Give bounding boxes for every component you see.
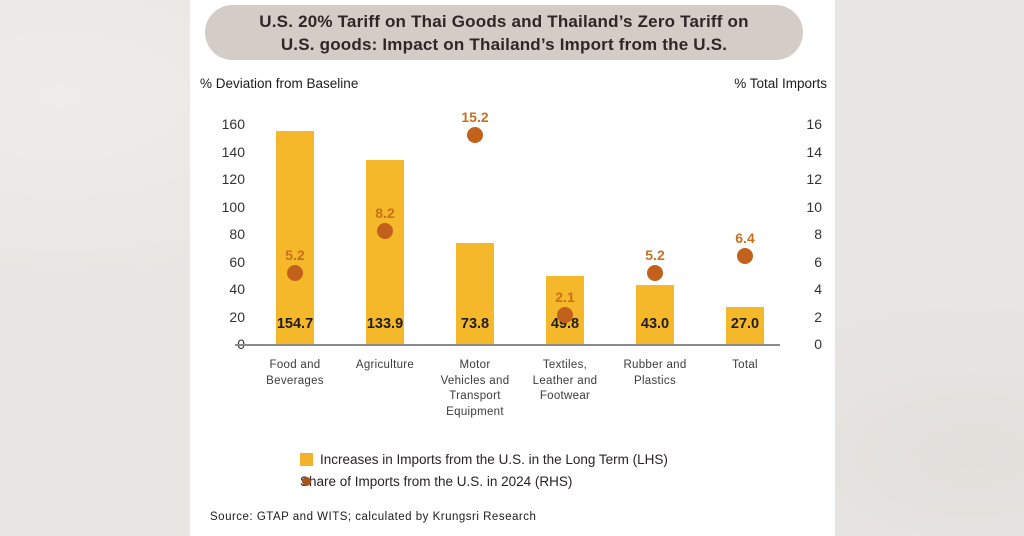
chart-title: U.S. 20% Tariff on Thai Goods and Thaila…	[205, 5, 803, 60]
right-axis-tick-12: 12	[806, 171, 822, 187]
right-axis-tick-2: 2	[814, 308, 822, 325]
dot-value-agriculture: 8.2	[375, 205, 395, 222]
right-axis-tick-8: 8	[814, 226, 822, 242]
category-label-textiles-leather-and-footwear: Textiles, Leather and Footwear	[532, 359, 598, 402]
left-axis-tick-60: 60	[229, 253, 245, 270]
bar-agriculture	[366, 159, 404, 344]
left-axis-tick-40: 40	[229, 281, 245, 297]
bar-motor-vehicles-and-transport-equipment	[456, 242, 494, 344]
right-axis-tick-16: 16	[806, 116, 822, 132]
chart-panel: U.S. 20% Tariff on Thai Goods and Thaila…	[190, 0, 835, 536]
left-axis-tick-120: 120	[221, 171, 245, 187]
chart-title-line1: U.S. 20% Tariff on Thai Goods and Thaila…	[259, 11, 749, 31]
legend-bar-label: Increases in Imports from the U.S. in th…	[320, 451, 668, 467]
dot-motor-vehicles-and-transport-equipment	[467, 127, 483, 143]
plot-area: 154.7 5.2 133.9 8.2 73.8 15.2 49.8 2.1 43.0 5.2 27…	[250, 109, 790, 344]
chart-legend: Increases in Imports from the U.S. in th…	[300, 448, 668, 492]
right-axis-tick-6: 6	[814, 253, 822, 270]
legend-dot-label: Share of Imports from the U.S. in 2024 (…	[300, 473, 573, 489]
dot-value-food-and-beverages: 5.2	[285, 246, 305, 263]
left-axis-title: % Deviation from Baseline	[200, 76, 359, 91]
category-label-rubber-and-plastics: Rubber and Plastics	[623, 359, 687, 387]
category-label-agriculture: Agriculture	[355, 359, 415, 371]
dot-value-rubber-and-plastics: 5.2	[645, 246, 665, 263]
dot-agriculture	[377, 223, 393, 240]
right-axis-tick-0: 0	[814, 336, 822, 352]
chart-title-line2: U.S. goods: Impact on Thailand’s Import …	[280, 34, 728, 54]
bar-value-agriculture: 133.9	[366, 316, 404, 332]
dot-rubber-and-plastics	[647, 264, 663, 281]
left-axis-tick-80: 80	[229, 226, 245, 242]
left-axis-tick-160: 160	[221, 116, 245, 132]
legend-bar-swatch-icon	[300, 452, 313, 466]
x-axis-line	[235, 344, 780, 346]
dot-textiles-leather-and-footwear	[557, 307, 573, 324]
legend-item-dots: Share of Imports from the U.S. in 2024 (…	[300, 470, 668, 492]
right-axis-tick-14: 14	[806, 143, 822, 160]
category-label-motor-vehicles-and-transport-equipment: Motor Vehicles and Transport Equipment	[440, 359, 510, 418]
category-label-food-and-beverages: Food and Beverages	[266, 359, 324, 387]
dot-value-textiles-leather-and-footwear: 2.1	[555, 289, 575, 306]
dot-value-total: 6.4	[735, 230, 755, 246]
bar-value-rubber-and-plastics: 43.0	[640, 316, 670, 332]
bar-total	[726, 306, 764, 344]
bar-value-total: 27.0	[730, 316, 760, 332]
source-note: Source: GTAP and WITS; calculated by Kru…	[210, 511, 537, 523]
left-axis-tick-140: 140	[221, 143, 245, 160]
category-label-total: Total	[732, 359, 758, 371]
bar-food-and-beverages	[276, 131, 314, 344]
left-axis-tick-100: 100	[221, 198, 245, 215]
bar-value-motor-vehicles-and-transport-equipment: 73.8	[460, 316, 490, 332]
bar-rubber-and-plastics	[636, 284, 674, 344]
bar-value-food-and-beverages: 154.7	[276, 316, 314, 332]
category-labels: Food and Beverages Agriculture Motor Vehicle…	[250, 358, 790, 420]
dot-total	[737, 248, 753, 264]
right-axis-tick-4: 4	[814, 281, 822, 297]
right-axis-title: % Total Imports	[734, 76, 827, 91]
dot-value-motor-vehicles-and-transport-equipment: 15.2	[461, 109, 489, 125]
left-axis-tick-20: 20	[229, 308, 245, 325]
legend-dot-swatch-icon	[302, 476, 311, 486]
legend-item-bars: Increases in Imports from the U.S. in th…	[300, 448, 668, 470]
dot-food-and-beverages	[287, 264, 303, 281]
right-axis-tick-10: 10	[806, 198, 822, 215]
